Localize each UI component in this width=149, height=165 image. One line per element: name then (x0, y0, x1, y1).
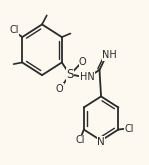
Text: O: O (79, 57, 87, 67)
Text: Cl: Cl (125, 124, 134, 134)
Text: Cl: Cl (9, 25, 19, 35)
Text: Cl: Cl (75, 135, 85, 145)
Text: N: N (97, 137, 105, 147)
Text: NH: NH (103, 50, 117, 60)
Text: S: S (66, 68, 74, 81)
Text: O: O (56, 84, 63, 94)
Text: HN: HN (80, 72, 94, 82)
